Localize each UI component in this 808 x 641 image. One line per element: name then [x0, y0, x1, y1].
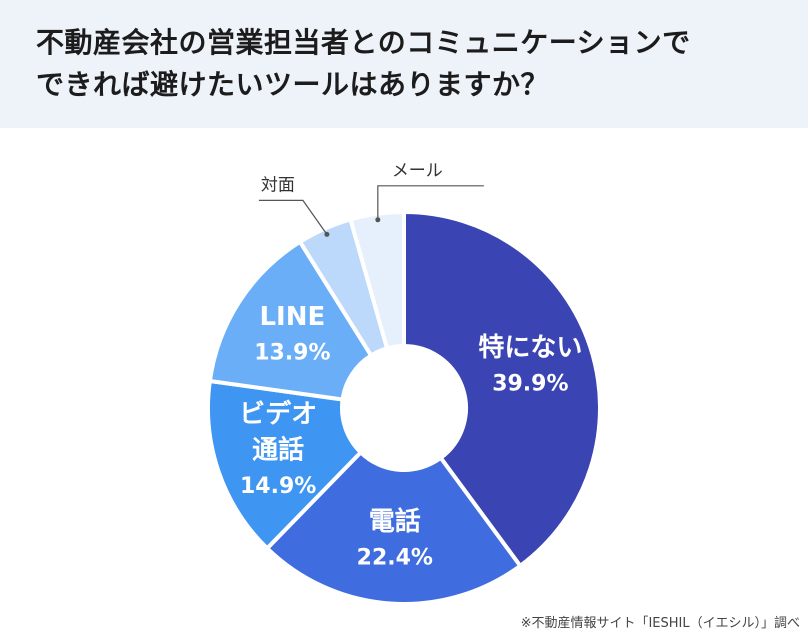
slice-0	[402, 210, 602, 568]
slice-2	[206, 378, 363, 551]
slice-label-2: ビデオ	[239, 399, 317, 430]
slice-label-2-1: 通話	[252, 435, 304, 466]
slice-value-3: 13.9%	[254, 341, 330, 366]
slice-label-4: 対面	[261, 175, 295, 195]
slice-label-5: メール	[392, 161, 443, 181]
source-note: ※不動産情報サイト「IESHIL（イエシル）」調べ	[520, 616, 800, 631]
title-line-2: できれば避けたいツールはありますか？	[36, 68, 550, 101]
slice-label-3: LINE	[259, 302, 325, 332]
slice-label-0: 特にない	[478, 332, 582, 363]
callout-line-5	[377, 185, 484, 220]
slice-3	[207, 239, 374, 402]
slice-1	[265, 450, 523, 606]
callout-line-4	[258, 199, 328, 235]
callout-dot-4	[324, 231, 330, 237]
slice-label-1: 電話	[369, 506, 421, 537]
slice-value-1: 22.4%	[357, 546, 433, 571]
slice-value-2: 14.9%	[240, 474, 316, 499]
header-banner: 不動産会社の営業担当者とのコミュニケーションで できれば避けたいツールはあります…	[0, 0, 808, 128]
slice-value-0: 39.9%	[492, 372, 568, 397]
page-title: 不動産会社の営業担当者とのコミュニケーションで できれば避けたいツールはあります…	[36, 22, 796, 106]
slice-5	[348, 210, 406, 351]
callout-dot-5	[375, 217, 381, 223]
title-line-1: 不動産会社の営業担当者とのコミュニケーションで	[36, 26, 691, 59]
